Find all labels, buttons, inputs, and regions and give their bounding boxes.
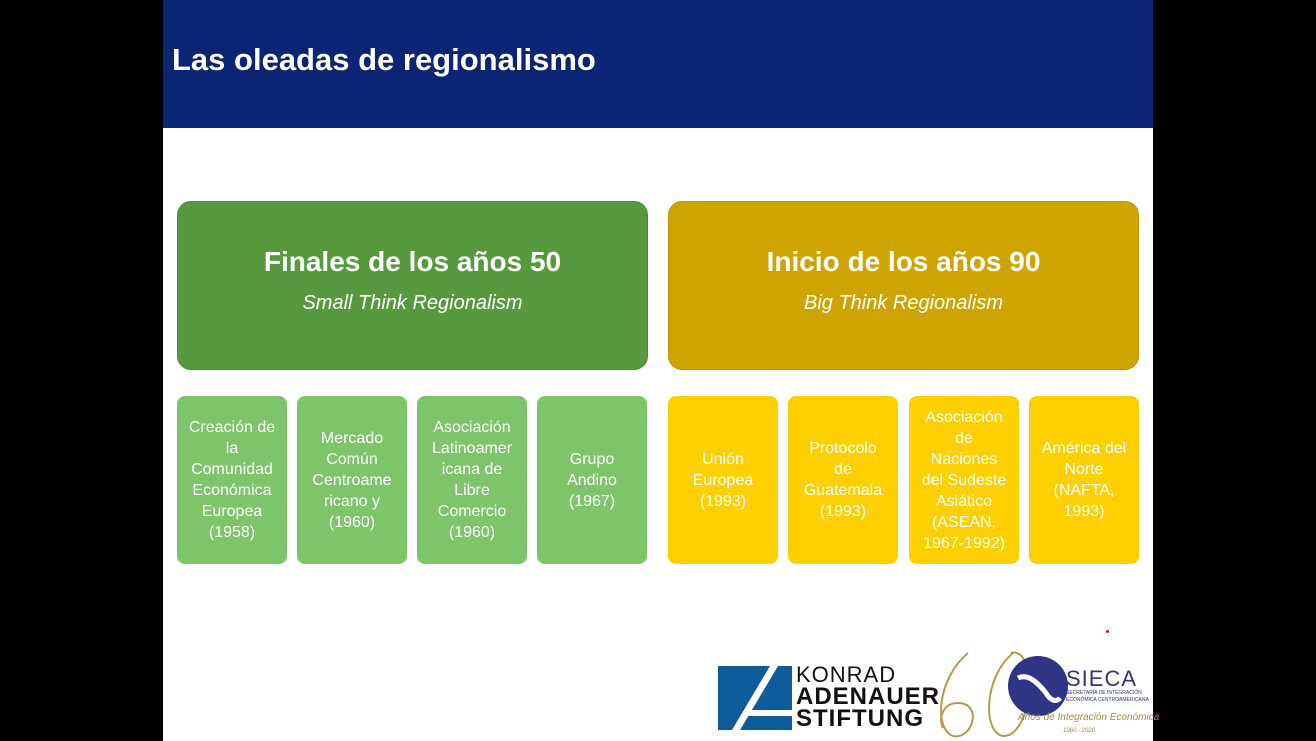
item-text-line: Creación de (188, 419, 276, 436)
item-text-line: (1967) (568, 492, 616, 510)
anniversary-years: 1960 - 2020 (1063, 728, 1096, 734)
item-box: Grupo Andino (1967) (537, 396, 647, 564)
item-text-line: Comercio (437, 503, 507, 520)
sieca-subtitle: SECRETARÍA DE INTEGRACIÓN ECONÓMICA CENT… (1066, 690, 1149, 703)
anniversary-text: Años de Integración Económica (1018, 712, 1160, 723)
item-text-line: Guatemala (803, 482, 883, 499)
item-text-line: Asiático (935, 492, 993, 510)
item-text-line: Europea (692, 471, 754, 489)
item-text-line: (ASEAN, (931, 513, 996, 531)
item-box: Asociación de Naciones del Sudeste Asiático (… (909, 396, 1019, 564)
footer-logos: KONRAD ADENAUER STIFTUNG SIECA SECRETARÍ… (718, 648, 1159, 741)
item-box: América del Norte (NAFTA, 1993) (1029, 396, 1139, 564)
item-text-line: Unión (702, 450, 744, 468)
item-text-line: (1993) (699, 492, 747, 510)
item-box: Creación de la Comunidad Económica Europea (1… (177, 396, 287, 564)
item-text-line: la (225, 440, 239, 457)
slide: Las oleadas de regionalismo Finales de l… (163, 0, 1159, 741)
item-text-line: Latinoamer (431, 440, 513, 457)
item-text-line: Comunidad (191, 461, 273, 478)
item-text-line: Europea (201, 503, 263, 520)
slide-title: Las oleadas de regionalismo (172, 42, 596, 77)
group-heading-box-90s: Inicio de los años 90 Big Think Regional… (668, 201, 1139, 370)
item-text-line: de (834, 461, 852, 478)
item-text-line: Protocolo (809, 440, 877, 457)
kas-logo-icon (718, 666, 792, 730)
item-text-line: (NAFTA, (1053, 482, 1115, 499)
item-box: Mercado Común Centroame ricano y (1960) (297, 396, 407, 564)
item-text-line: Asociación (433, 419, 511, 436)
item-text-line: Asociación (925, 408, 1003, 426)
item-text-line: Libre (454, 482, 490, 499)
item-text-line: Común (326, 450, 378, 468)
item-text-line: Naciones (930, 450, 998, 468)
group-heading: Finales de los años 50 (263, 246, 562, 277)
item-text-line: Centroame (312, 471, 392, 489)
sieca-logo-text: SIECA (1066, 666, 1138, 691)
item-text-line: 1993) (1063, 503, 1105, 520)
item-text-line: ricano y (323, 492, 381, 510)
item-text-line: icana de (441, 461, 503, 478)
item-text-line: América del (1041, 440, 1127, 457)
item-text-line: Andino (567, 471, 617, 489)
item-text-line: Norte (1064, 461, 1104, 478)
item-text-line: 1967-1992) (923, 534, 1005, 552)
sixty-years-logo-icon (940, 651, 1068, 738)
item-text-line: de (955, 429, 973, 447)
kas-logo-text: KONRAD ADENAUER STIFTUNG (796, 662, 941, 732)
item-text-line: del Sudeste (921, 471, 1007, 489)
item-box: Unión Europea (1993) (668, 396, 778, 564)
group-heading-box-50s: Finales de los años 50 Small Think Regio… (177, 201, 648, 370)
slide-header: Las oleadas de regionalismo (163, 0, 1153, 128)
item-text-line: (1958) (208, 524, 256, 541)
item-text-line: (1960) (448, 524, 496, 541)
item-text-line: Económica (192, 482, 272, 499)
group-heading: Inicio de los años 90 (766, 246, 1041, 277)
item-text-line: (1960) (328, 513, 376, 531)
red-dot (1106, 630, 1109, 633)
item-box: Asociación Latinoamer icana de Libre Comerci… (417, 396, 527, 564)
group-subheading: Big Think Regionalism (804, 292, 1003, 314)
group-subheading: Small Think Regionalism (302, 292, 523, 314)
item-text-line: Grupo (569, 450, 615, 468)
item-text-line: Mercado (320, 429, 384, 447)
item-box: Protocolo de Guatemala (1993) (788, 396, 898, 564)
item-text-line: (1993) (819, 503, 867, 520)
